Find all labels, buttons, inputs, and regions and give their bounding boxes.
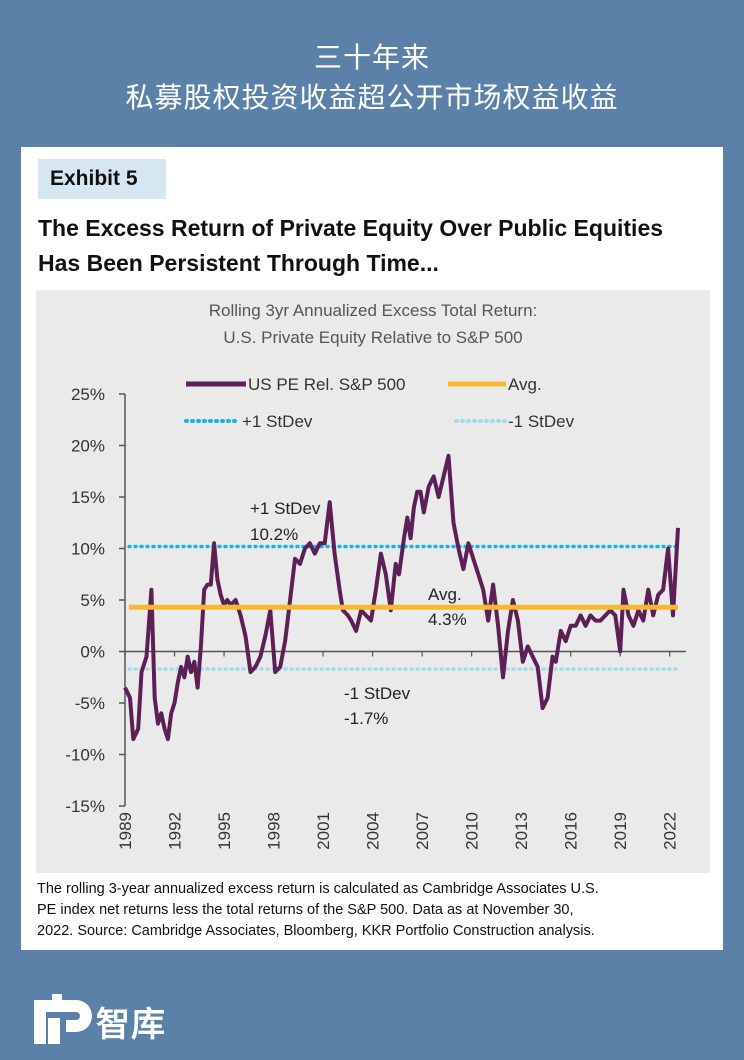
chart-title-line-1: Rolling 3yr Annualized Excess Total Retu… [209,301,538,320]
x-tick-label: 2013 [512,812,531,850]
x-tick-label: 1992 [166,812,185,850]
x-tick-label: 2010 [463,812,482,850]
footnote-line-3: 2022. Source: Cambridge Associates, Bloo… [37,923,595,939]
legend-label-series: US PE Rel. S&P 500 [248,375,406,394]
annotation-plus-sd-value: 10.2% [250,525,298,544]
y-tick-label: 15% [71,488,105,507]
x-tick-label: 1989 [116,812,135,850]
chart-axes: 25% 20% 15% 10% 5% 0% -5% -10% -15% 1989 1992 1995 1… [65,385,686,850]
annotation-minus-sd-label: -1 StDev [344,684,411,703]
x-tick-label: 1995 [215,812,234,850]
exhibit-title: The Excess Return of Private Equity Over… [38,211,718,281]
x-tick-label: 2001 [314,812,333,850]
y-tick-label: -5% [75,694,105,713]
annotation-avg-label: Avg. [428,585,462,604]
y-tick-label: -10% [65,746,105,765]
legend-label-avg: Avg. [508,375,542,394]
y-tick-label: 25% [71,385,105,404]
header-line-1: 三十年来 [313,41,430,74]
x-tick-label: 2016 [562,812,581,850]
footnote-line-1: The rolling 3-year annualized excess ret… [37,881,599,897]
chart-title-line-2: U.S. Private Equity Relative to S&P 500 [223,328,522,347]
y-tick-label: 10% [71,540,105,559]
x-tick-label: 2019 [611,812,630,850]
chart-legend: US PE Rel. S&P 500 Avg. +1 StDev -1 StDe… [184,375,575,431]
x-tick-label: 2022 [661,812,680,850]
annotation-minus-sd-value: -1.7% [344,709,388,728]
chart-annotations: Avg. 4.3% +1 StDev 10.2% -1 StDev -1.7% [250,499,467,728]
zhiku-logo-icon [34,994,92,1044]
legend-label-minus-sd: -1 StDev [508,412,575,431]
header-line-2: 私募股权投资收益超公开市场权益收益 [125,81,619,114]
exhibit-title-line-1: The Excess Return of Private Equity Over… [38,215,664,241]
chart-panel: Rolling 3yr Annualized Excess Total Retu… [36,290,710,873]
y-tick-label: 5% [80,591,105,610]
legend-label-plus-sd: +1 StDev [242,412,313,431]
x-tick-label: 1998 [265,812,284,850]
exhibit-title-line-2: Has Been Persistent Through Time... [38,250,439,276]
x-tick-label: 2007 [413,812,432,850]
chart-svg: Rolling 3yr Annualized Excess Total Retu… [65,301,686,850]
series-group [123,453,680,742]
series-line-us-pe-rel-sp500 [123,453,680,742]
x-tick-label: 2004 [364,812,383,850]
exhibit-label: Exhibit 5 [38,159,166,199]
y-tick-label: 0% [80,643,105,662]
annotation-avg-value: 4.3% [428,610,467,629]
exhibit-card: Exhibit 5 The Excess Return of Private E… [21,147,723,950]
logo-text: 智库 [96,1005,166,1045]
footnote-line-2: PE index net returns less the total retu… [37,902,574,918]
footnote: The rolling 3-year annualized excess ret… [37,879,713,942]
y-tick-label: 20% [71,437,105,456]
y-tick-label: -15% [65,797,105,816]
annotation-plus-sd-label: +1 StDev [250,499,321,518]
